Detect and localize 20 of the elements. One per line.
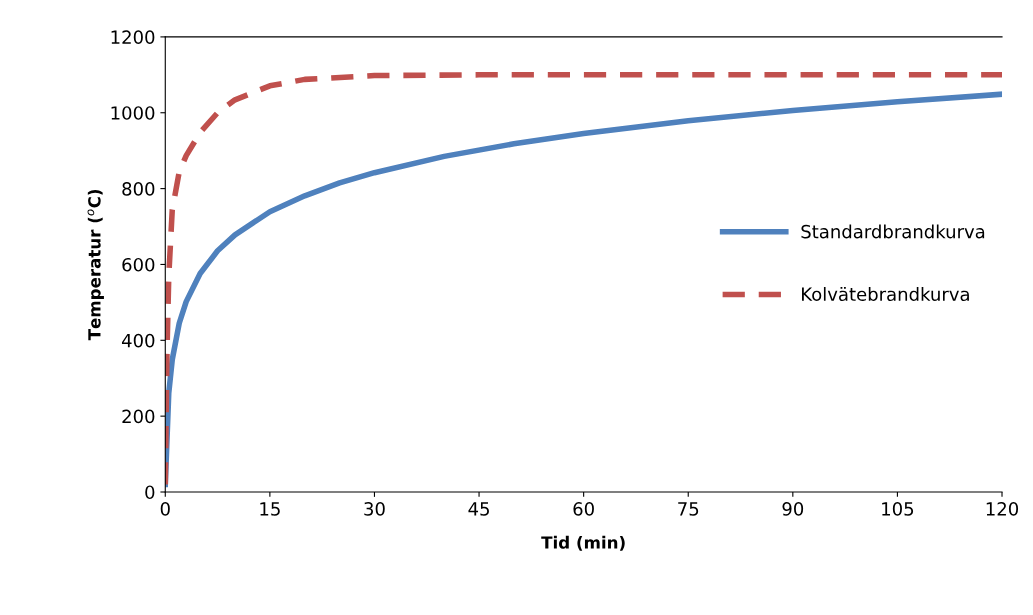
y-tick-label: 200 — [122, 409, 155, 424]
y-tick-label: 0 — [145, 485, 155, 500]
x-tick-label: 0 — [160, 502, 170, 516]
x-tick-label: 105 — [882, 502, 914, 516]
x-tick-label: 30 — [364, 502, 385, 516]
x-tick-label: 75 — [678, 502, 699, 516]
x-axis-title: Tid (min) — [541, 535, 625, 551]
x-tick-label: 90 — [782, 502, 804, 516]
legend-label: Standardbrandkurva — [801, 224, 985, 239]
y-tick-label: 600 — [122, 257, 155, 272]
x-tick-label: 120 — [986, 502, 1019, 516]
y-tick-label: 800 — [122, 182, 155, 196]
y-tick-label: 400 — [121, 333, 155, 348]
legend-label: Kolvätebrandkurva — [802, 287, 969, 301]
x-tick-label: 15 — [260, 502, 280, 516]
y-tick-label: 1000 — [111, 106, 155, 120]
x-tick-label: 60 — [573, 502, 594, 516]
y-tick-label: 1200 — [111, 30, 155, 45]
y-axis-title: Temperatur ($^{o}$C) — [87, 189, 104, 341]
x-tick-label: 45 — [468, 502, 489, 516]
